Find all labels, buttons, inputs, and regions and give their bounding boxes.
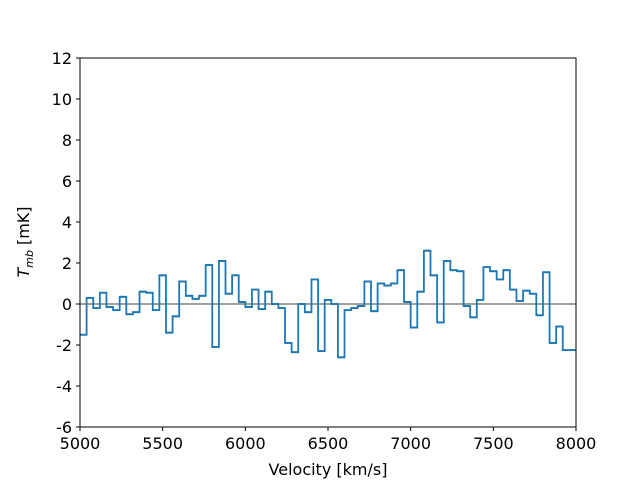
y-tick-label: 4 xyxy=(62,213,72,232)
y-tick-label: -4 xyxy=(56,377,72,396)
x-tick-label: 6000 xyxy=(225,434,266,453)
y-tick-label: -6 xyxy=(56,418,72,437)
x-axis-label: Velocity [km/s] xyxy=(269,460,388,479)
y-tick-label: 6 xyxy=(62,172,72,191)
y-tick-label: 12 xyxy=(52,49,72,68)
y-tick-label: 2 xyxy=(62,254,72,273)
y-label-unit: [mK] xyxy=(14,206,33,245)
x-tick-label: 7500 xyxy=(473,434,514,453)
x-tick-label: 5500 xyxy=(142,434,183,453)
x-tick-label: 5000 xyxy=(60,434,101,453)
y-tick-label: -2 xyxy=(56,336,72,355)
y-axis-label: Tmb [mK] xyxy=(14,206,36,277)
x-tick-label: 6500 xyxy=(308,434,349,453)
plot-frame xyxy=(79,57,577,428)
y-tick-label: 0 xyxy=(62,295,72,314)
x-tick-label: 8000 xyxy=(556,434,597,453)
y-tick-label: 8 xyxy=(62,131,72,150)
y-label-main: T xyxy=(14,267,33,278)
y-tick-label: 10 xyxy=(52,90,72,109)
y-label-sub: mb xyxy=(23,250,36,268)
x-tick-label: 7000 xyxy=(390,434,431,453)
